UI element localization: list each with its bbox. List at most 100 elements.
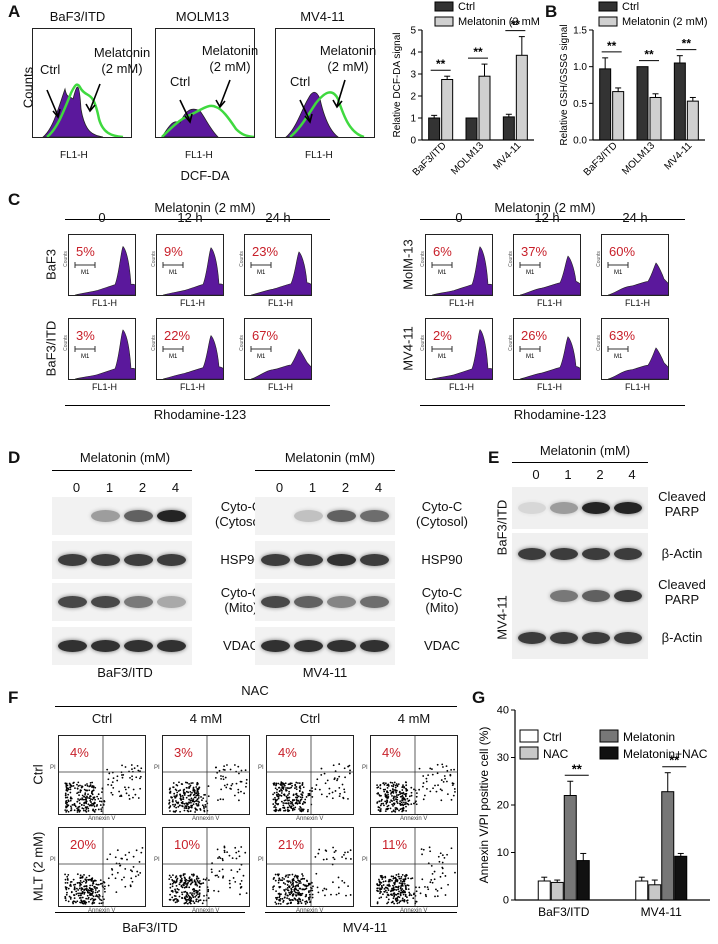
panel-f-dot — [389, 781, 392, 784]
panel-f-dot — [415, 795, 418, 798]
panel-f-dot — [331, 791, 334, 794]
panel-f-dot — [443, 857, 446, 859]
panel-f-dot — [376, 784, 378, 787]
panel-f-dot — [281, 784, 284, 786]
panel-f-dot — [277, 881, 280, 884]
panel-c-xlabel-left: Rhodamine-123 — [153, 407, 247, 422]
panel-f-dot — [410, 877, 412, 880]
G-bar — [674, 855, 688, 901]
panel-f-dot — [103, 898, 105, 901]
panel-f-dot — [84, 881, 87, 884]
panel-f-dot — [281, 790, 283, 792]
panel-c-histogram-fill — [519, 336, 580, 379]
panel-f-dot — [297, 902, 300, 905]
panel-f-dot — [107, 884, 110, 887]
panel-f-dot — [294, 784, 297, 787]
panel-f-dot — [316, 778, 319, 781]
panel-c-gate-label: M1 — [438, 354, 447, 360]
panel-f-dot — [324, 894, 326, 897]
B-bar — [612, 91, 625, 141]
panel-f-dot — [69, 797, 72, 800]
panel-f-dot — [338, 795, 341, 797]
panel-f-dot — [406, 901, 409, 904]
panel-c-axis-label: FL1-H — [625, 298, 651, 308]
panel-f-dot — [390, 784, 393, 787]
panel-f-dot — [92, 891, 94, 893]
panel-c-histogram-fill — [431, 246, 492, 295]
panel-f-dot — [292, 804, 295, 807]
panel-f-dot — [298, 782, 301, 785]
panel-c-counts-label: Counts — [150, 251, 157, 267]
panel-d-header-left: Melatonin (mM) — [79, 450, 171, 465]
panel-f-dot — [91, 793, 94, 796]
A-ytick-label: 1 — [410, 114, 416, 125]
panel-f-dot — [176, 791, 179, 794]
panel-f-dot — [277, 782, 280, 785]
panel-f-dot — [90, 890, 93, 893]
panel-f-dot — [185, 883, 187, 885]
panel-f-dot — [183, 882, 186, 885]
panel-e-band — [582, 590, 610, 602]
panel-f-dot — [185, 900, 188, 902]
panel-d-right-band — [294, 554, 323, 566]
G-bar — [550, 881, 564, 901]
panel-f-dot — [404, 877, 407, 880]
panel-f-dot — [94, 798, 97, 801]
panel-d-right-dose: 2 — [341, 480, 350, 495]
panel-f-scatter — [58, 735, 146, 815]
panel-f-dot — [66, 796, 69, 799]
panel-f-dot — [378, 800, 381, 803]
panel-f-dot — [315, 784, 318, 786]
panel-f-dot — [207, 897, 210, 899]
panel-f-dot — [286, 884, 289, 886]
panel-d-right-row-label: VDAC — [407, 638, 477, 653]
panel-f-dot — [79, 896, 82, 899]
panel-c-row-right-1: MV4-11 — [400, 326, 416, 371]
panel-f-dot — [326, 795, 328, 798]
blot-label-line1: Cyto-C — [421, 499, 463, 514]
panel-f-dot — [226, 783, 229, 786]
panel-f-dot — [204, 878, 207, 881]
panel-f-dot — [397, 875, 400, 878]
panel-f-dot — [99, 797, 102, 800]
panel-f-dot — [388, 883, 390, 886]
B-ytick-label: 1.5 — [573, 26, 587, 37]
panel-f-dot — [176, 784, 179, 787]
panel-c-histogram: M1 — [156, 318, 224, 380]
panel-f-row-0: Ctrl — [30, 764, 46, 785]
panel-f-dot — [397, 886, 400, 889]
panel-f-dot — [284, 893, 287, 896]
panel-f-dot — [235, 857, 238, 860]
panel-f-scatter — [266, 827, 354, 907]
panel-c-time-left-2: 24 h — [265, 210, 291, 225]
panel-f-dot — [439, 852, 442, 855]
panel-d-left-band — [91, 640, 120, 652]
panel-f-dot — [440, 799, 443, 802]
panel-f-dot — [175, 801, 178, 804]
panel-f-axis-y: PI — [50, 765, 56, 771]
panel-f-dot — [79, 892, 81, 895]
panel-f-dot — [279, 902, 282, 905]
panel-f-dot — [279, 899, 281, 902]
panel-f-dot — [88, 789, 91, 792]
panel-f-dot — [275, 791, 278, 794]
panel-e-band — [518, 548, 546, 560]
panel-f-dot — [194, 811, 196, 813]
panel-c-gate-label: M1 — [614, 354, 623, 360]
panel-f-percent: 11% — [382, 837, 408, 852]
panel-f-dot — [171, 800, 174, 803]
panel-f-dot — [68, 782, 71, 785]
panel-f-dot — [444, 875, 447, 877]
panel-f-dot — [301, 808, 304, 811]
panel-f-dot — [74, 787, 76, 790]
panel-f-dot — [295, 781, 298, 784]
panel-f-dot — [207, 785, 210, 788]
panel-f-dot — [295, 796, 297, 799]
panel-f-dot — [81, 902, 84, 905]
panel-f-dot — [93, 796, 96, 799]
panel-e-band — [518, 502, 546, 514]
blot-label-line1: Cyto-C — [220, 499, 262, 514]
panel-c-histogram-fill — [74, 245, 135, 295]
panel-f-dot — [317, 891, 320, 894]
panel-d-left-band — [157, 510, 186, 522]
